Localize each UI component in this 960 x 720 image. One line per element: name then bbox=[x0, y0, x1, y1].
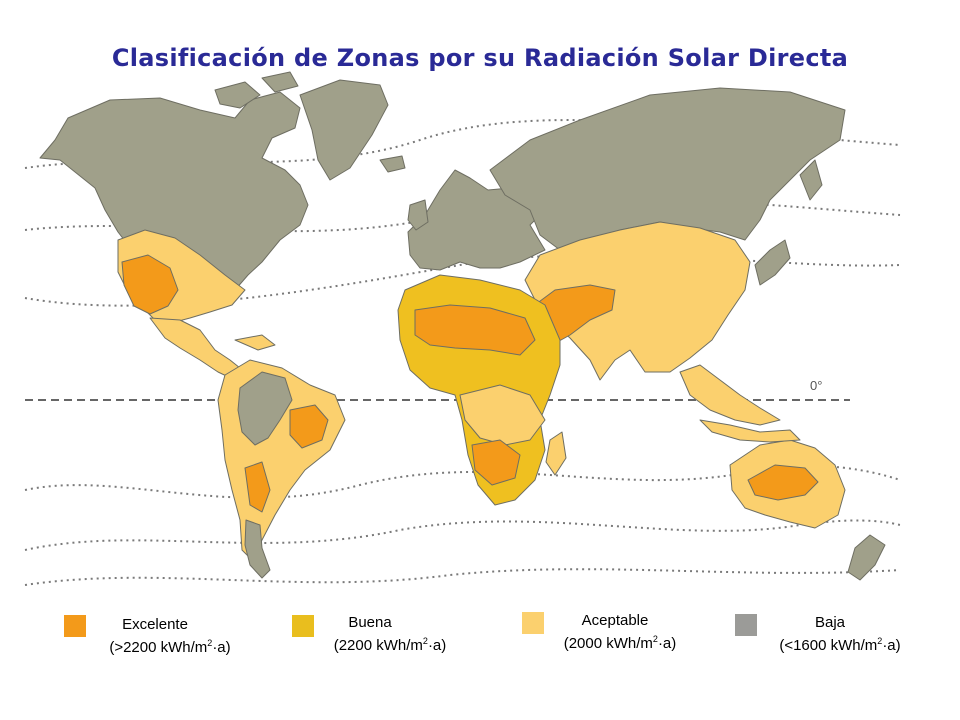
equator-label: 0° bbox=[810, 378, 822, 393]
legend-label-buena: Buena bbox=[348, 614, 392, 631]
map-title: Clasificación de Zonas por su Radiación … bbox=[111, 44, 849, 72]
madagascar bbox=[545, 431, 567, 476]
legend-label-excelente: Excelente bbox=[122, 616, 188, 633]
arctic-islands bbox=[214, 71, 299, 109]
iceland bbox=[379, 155, 406, 173]
australia-excelente bbox=[747, 464, 819, 501]
south-america-amazon-baja bbox=[237, 371, 293, 446]
isoline-south-3 bbox=[24, 568, 901, 586]
africa-aceptable-central bbox=[459, 384, 546, 446]
africa-excelente-south bbox=[471, 439, 521, 486]
legend-label-baja: Baja bbox=[814, 614, 846, 631]
asia-baja bbox=[489, 87, 846, 251]
legend-swatch-aceptable bbox=[522, 612, 544, 634]
south-america-excelente-andes bbox=[244, 461, 271, 513]
legend-range-aceptable: (2000 kWh/m2·a) bbox=[563, 634, 677, 652]
south-america-excelente-brazil bbox=[289, 404, 329, 449]
legend-range-buena: (2200 kWh/m2·a) bbox=[333, 636, 447, 654]
legend-range-baja: (<1600 kWh/m2·a) bbox=[779, 636, 901, 654]
new-zealand bbox=[847, 534, 886, 581]
legend-label-aceptable: Aceptable bbox=[581, 612, 649, 629]
legend-swatch-excelente bbox=[64, 615, 86, 637]
legend-swatch-baja bbox=[735, 614, 757, 636]
africa-excelente-sahara bbox=[414, 304, 536, 356]
japan bbox=[754, 239, 791, 286]
mexico-central-america bbox=[149, 317, 246, 381]
greenland-baja bbox=[299, 79, 389, 181]
patagonia-baja bbox=[244, 519, 271, 579]
north-america-excelente bbox=[121, 254, 179, 315]
uk-ireland bbox=[407, 199, 429, 231]
legend-swatch-buena bbox=[292, 615, 314, 637]
legend-range-excelente: (>2200 kWh/m2·a) bbox=[109, 638, 231, 656]
indonesia bbox=[699, 419, 801, 443]
southeast-asia bbox=[679, 364, 781, 426]
kamchatka bbox=[799, 159, 823, 201]
isoline-south-2 bbox=[24, 519, 901, 551]
caribbean bbox=[234, 334, 276, 351]
